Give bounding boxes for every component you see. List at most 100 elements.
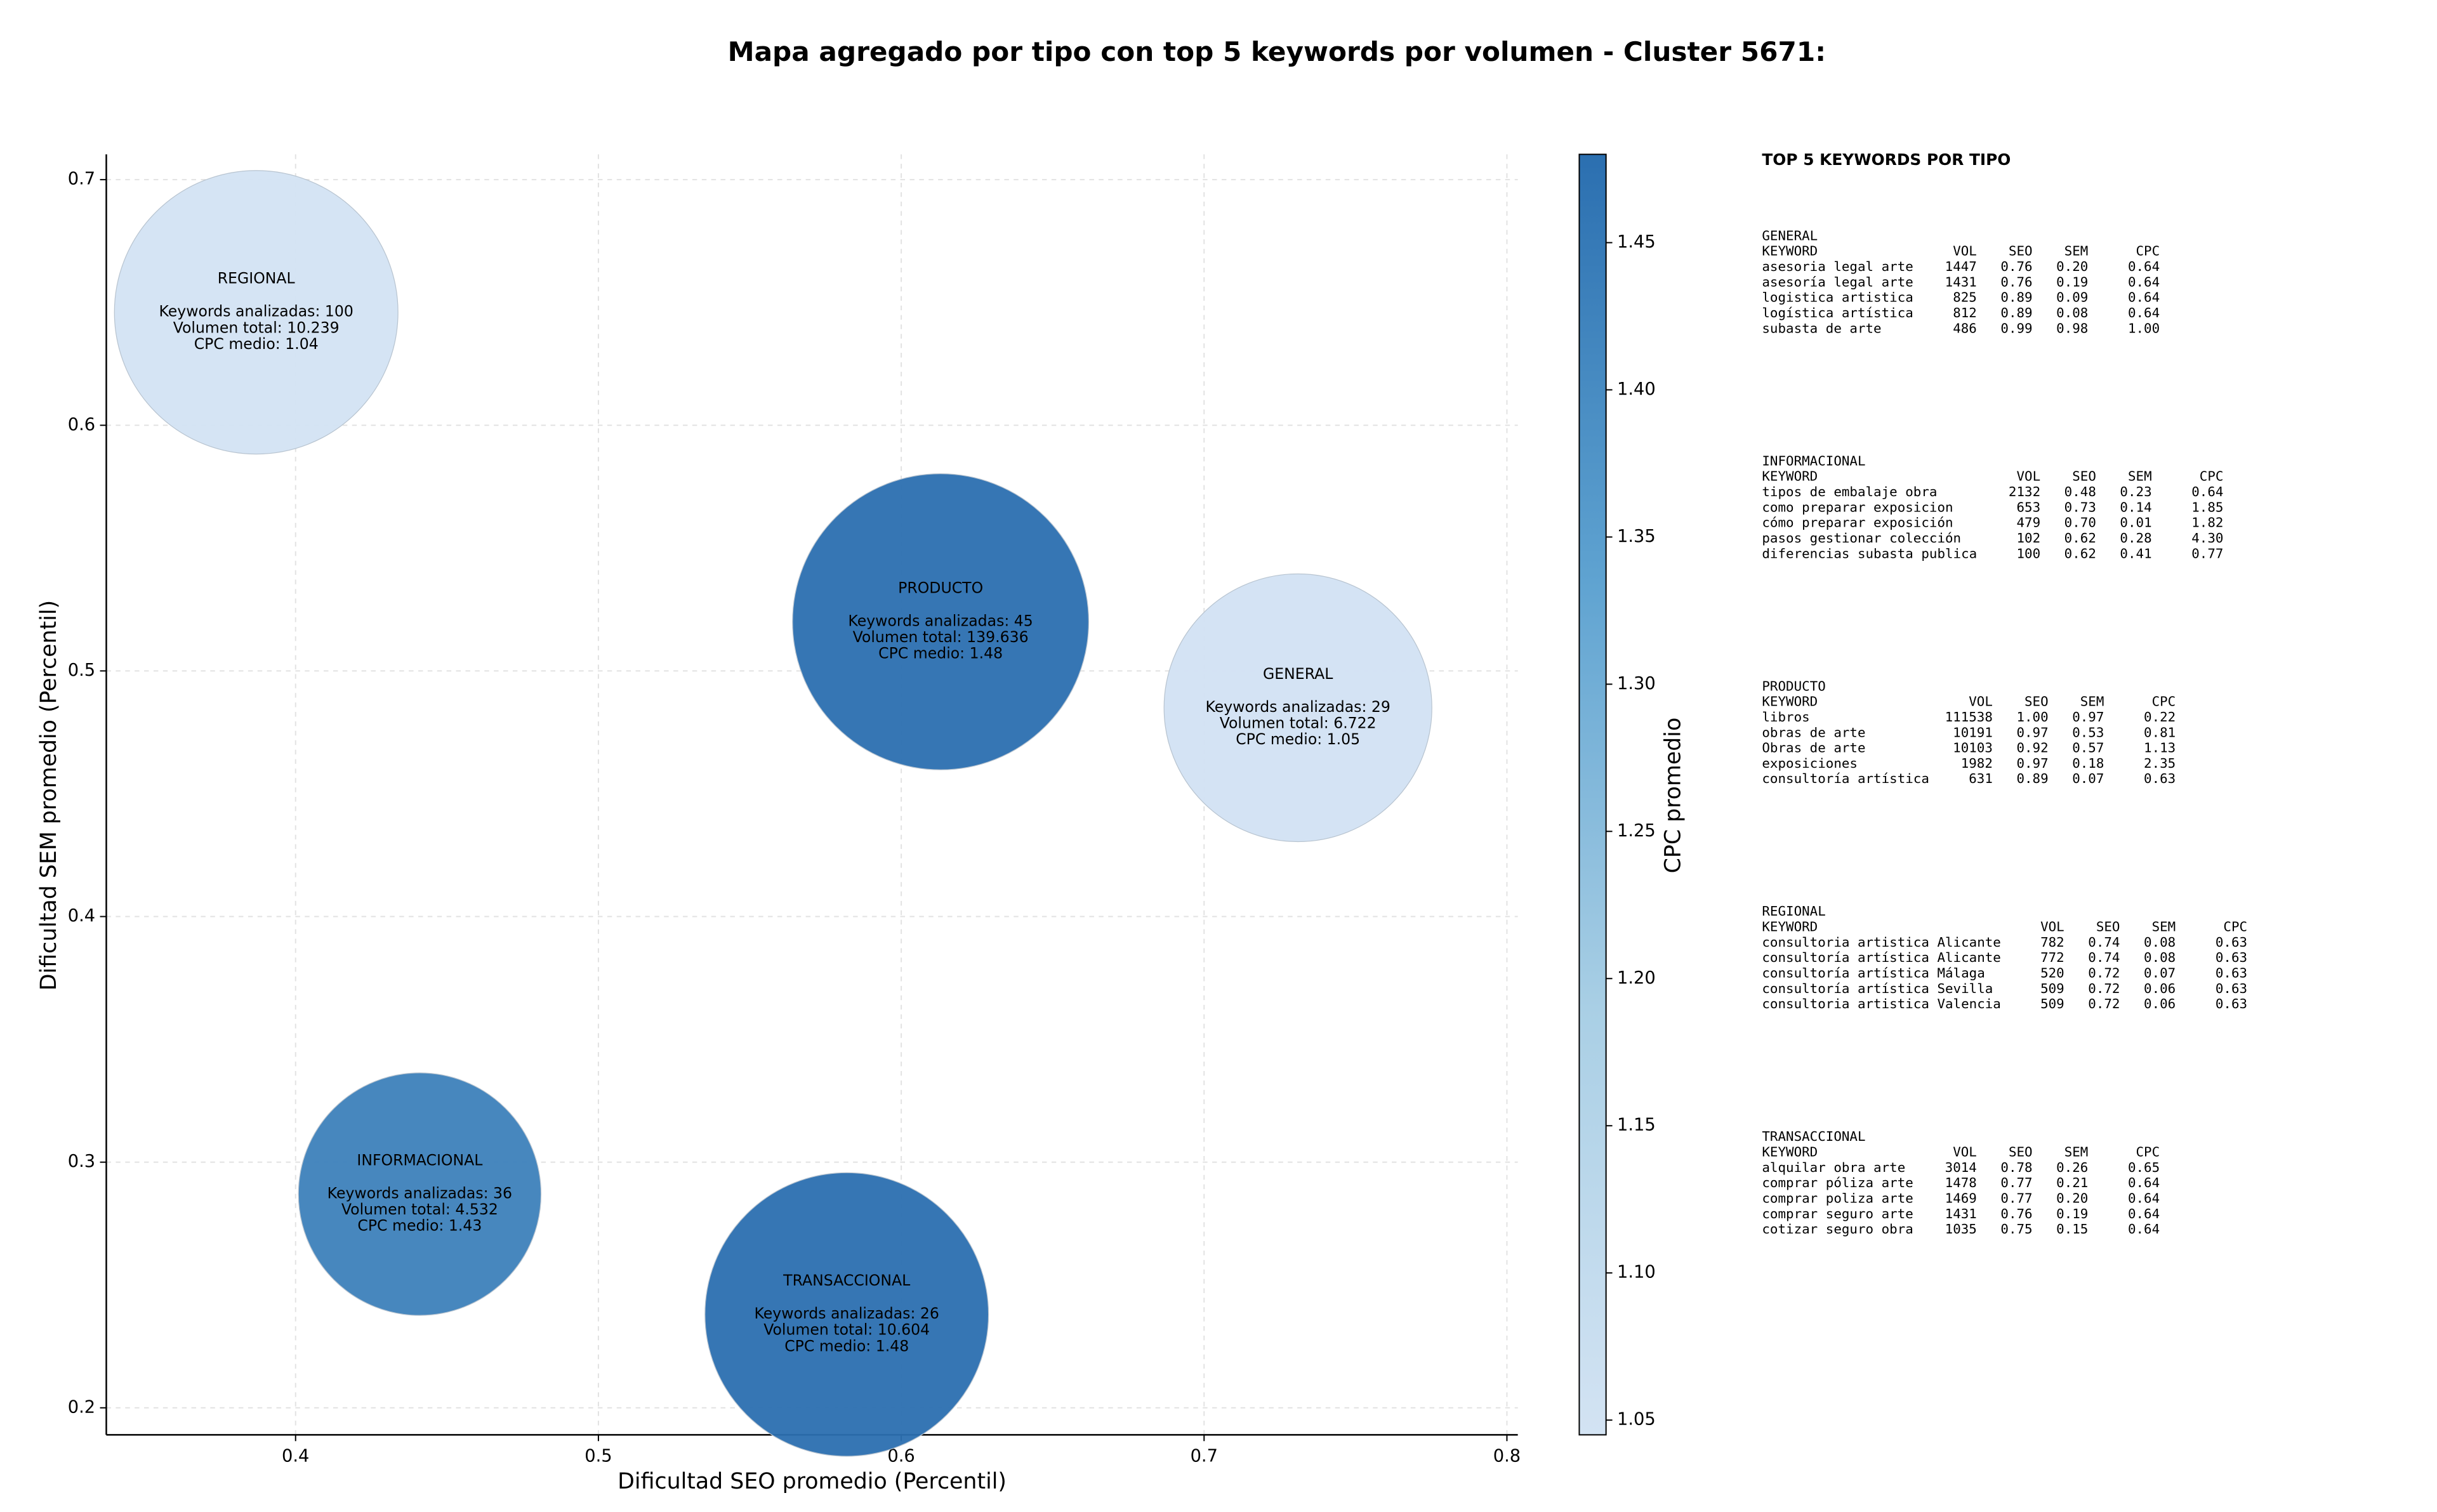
table-cell: 509 — [2040, 981, 2064, 996]
x-tick-label: 0.4 — [282, 1447, 309, 1466]
table-cell: consultoria artistica Valencia — [1762, 996, 2000, 1011]
table-cell: 0.64 — [2128, 290, 2160, 305]
y-tick-label: 0.5 — [68, 661, 95, 680]
table-cell: 0.64 — [2191, 484, 2223, 499]
colorbar-tick-label: 1.35 — [1617, 527, 1656, 546]
x-tick-label: 0.5 — [584, 1447, 612, 1466]
table-cell: 10191 — [1953, 725, 1993, 740]
table-cell: 0.72 — [2088, 996, 2120, 1011]
bubble-annotation: Volumen total: 10.604 — [763, 1321, 930, 1339]
table-cell: 0.92 — [2016, 740, 2048, 756]
table-cell: 0.89 — [2000, 290, 2032, 305]
table-cell: 0.72 — [2088, 981, 2120, 996]
table-cell: 0.63 — [2216, 950, 2247, 965]
table-cell: pasos gestionar colección — [1762, 530, 1961, 546]
table-cell: subasta de arte — [1762, 320, 1881, 336]
table-cell: 1431 — [1945, 1206, 1977, 1221]
table-cell: comprar póliza arte — [1762, 1175, 1913, 1190]
section-name: GENERAL — [1762, 228, 1818, 243]
table-cell: 486 — [1953, 320, 1977, 336]
table-cell: 0.63 — [2216, 966, 2247, 981]
table-cell: 0.08 — [2144, 950, 2176, 965]
colorbar-tick-label: 1.25 — [1617, 821, 1656, 841]
table-cell: 0.63 — [2216, 996, 2247, 1011]
table-cell: 0.23 — [2120, 484, 2151, 499]
table-cell: 0.63 — [2144, 771, 2176, 786]
table-cell: cómo preparar exposición — [1762, 515, 1953, 530]
table-cell: 0.57 — [2072, 740, 2104, 756]
bubble-name: PRODUCTO — [898, 579, 983, 596]
table-cell: 0.20 — [2056, 1191, 2088, 1206]
section-name: INFORMACIONAL — [1762, 453, 1865, 468]
table-cell: 631 — [1969, 771, 1993, 786]
table-header: CPC — [2223, 919, 2247, 935]
table-cell: 0.89 — [2000, 305, 2032, 320]
table-cell: 0.20 — [2056, 259, 2088, 274]
bubble-name: TRANSACCIONAL — [783, 1272, 911, 1289]
bubble-annotation: CPC medio: 1.48 — [878, 645, 1003, 662]
table-cell: 772 — [2040, 950, 2064, 965]
table-cell: 0.08 — [2056, 305, 2088, 320]
table-cell: 1.82 — [2191, 515, 2223, 530]
table-cell: 1035 — [1945, 1221, 1977, 1237]
table-cell: comprar poliza arte — [1762, 1191, 1913, 1206]
table-cell: 0.15 — [2056, 1221, 2088, 1237]
table-header: SEO — [2009, 1145, 2033, 1160]
table-cell: asesoria legal arte — [1762, 259, 1913, 274]
table-cell: 0.62 — [2064, 546, 2096, 561]
colorbar-tick-label: 1.40 — [1617, 379, 1656, 399]
bubble-annotation: Keywords analizadas: 36 — [327, 1184, 512, 1202]
x-tick-label: 0.6 — [887, 1447, 915, 1466]
table-cell: 0.73 — [2064, 499, 2096, 515]
table-header: KEYWORD — [1762, 1145, 1818, 1160]
table-cell: 0.76 — [2000, 259, 2032, 274]
table-header: VOL — [1953, 1145, 1977, 1160]
table-cell: 0.97 — [2016, 756, 2048, 771]
table-cell: logistica artistica — [1762, 290, 1913, 305]
table-cell: 1982 — [1961, 756, 1993, 771]
table-cell: 0.64 — [2128, 1191, 2160, 1206]
table-cell: 0.76 — [2000, 1206, 2032, 1221]
bubble-annotation: CPC medio: 1.04 — [194, 335, 319, 353]
bubble — [114, 170, 399, 455]
table-cell: 0.18 — [2072, 756, 2104, 771]
table-header: VOL — [1969, 694, 1993, 709]
table-cell: 0.19 — [2056, 1206, 2088, 1221]
table-cell: consultoria artistica Alicante — [1762, 935, 2000, 950]
table-cell: 0.76 — [2000, 274, 2032, 289]
table-cell: 0.28 — [2120, 530, 2151, 546]
table-cell: obras de arte — [1762, 725, 1865, 740]
table-cell: 0.81 — [2144, 725, 2176, 740]
table-cell: 0.72 — [2088, 966, 2120, 981]
section-name: TRANSACCIONAL — [1762, 1129, 1865, 1144]
table-cell: consultoría artística Sevilla — [1762, 981, 1993, 996]
bubble-annotation: Volumen total: 139.636 — [853, 628, 1029, 646]
table-cell: 0.64 — [2128, 1221, 2160, 1237]
table-header: SEM — [2064, 1145, 2089, 1160]
table-header: KEYWORD — [1762, 469, 1818, 484]
table-cell: 0.78 — [2000, 1160, 2032, 1175]
table-cell: 479 — [2016, 515, 2040, 530]
table-cell: consultoría artística — [1762, 771, 1929, 786]
panel-title: TOP 5 KEYWORDS POR TIPO — [1762, 150, 2011, 169]
table-cell: 0.64 — [2128, 259, 2160, 274]
y-tick-label: 0.4 — [68, 906, 95, 926]
table-cell: 1431 — [1945, 274, 1977, 289]
table-cell: 0.70 — [2064, 515, 2096, 530]
table-cell: 1469 — [1945, 1191, 1977, 1206]
table-cell: 1.85 — [2191, 499, 2223, 515]
table-cell: 1.13 — [2144, 740, 2176, 756]
x-tick-label: 0.7 — [1191, 1447, 1218, 1466]
y-axis-label: Dificultad SEM promedio (Percentil) — [36, 600, 62, 990]
table-cell: 111538 — [1945, 709, 1993, 725]
table-header: KEYWORD — [1762, 694, 1818, 709]
colorbar-tick-label: 1.15 — [1617, 1115, 1656, 1135]
x-axis-label: Dificultad SEO promedio (Percentil) — [618, 1469, 1007, 1494]
table-cell: 0.19 — [2056, 274, 2088, 289]
table-header: SEM — [2080, 694, 2104, 709]
table-cell: como preparar exposicion — [1762, 499, 1953, 515]
table-cell: 0.64 — [2128, 305, 2160, 320]
bubble — [298, 1072, 542, 1316]
